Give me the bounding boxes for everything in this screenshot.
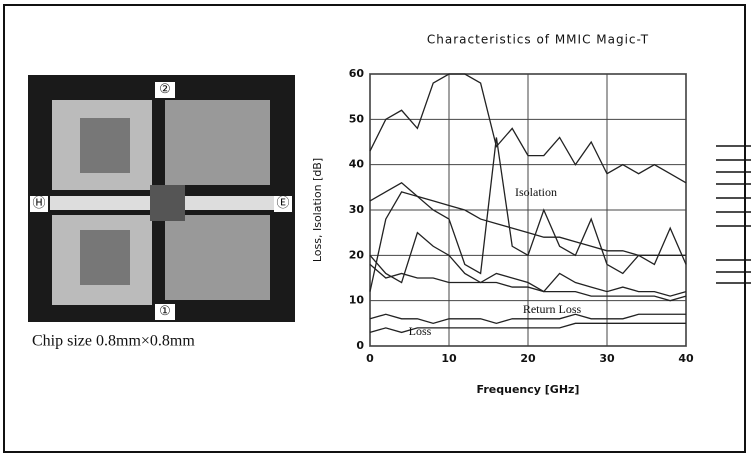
x-tick-label: 20	[520, 352, 536, 365]
y-tick-label: 0	[356, 339, 364, 352]
port-label: Ⓔ	[276, 195, 289, 210]
x-axis-label: Frequency [GHz]	[477, 383, 580, 396]
y-tick-label: 20	[349, 248, 365, 261]
y-tick-label: 50	[349, 112, 365, 125]
y-tick-label: 60	[349, 67, 365, 80]
chip-caption: Chip size 0.8mm×0.8mm	[32, 333, 195, 350]
chip-photo	[28, 75, 295, 322]
data-line	[369, 231, 687, 297]
x-tick-label: 10	[441, 352, 457, 365]
annotation: Return Loss	[523, 302, 582, 316]
y-tick-label: 10	[349, 294, 365, 307]
x-tick-label: 30	[599, 352, 615, 365]
data-line	[369, 263, 687, 302]
chart-title: Characteristics of MMIC Magic-T	[427, 33, 649, 47]
y-tick-label: 30	[349, 203, 365, 216]
data-line	[369, 322, 686, 334]
port-label: ①	[159, 303, 171, 318]
x-tick-label: 40	[678, 352, 694, 365]
data-line	[369, 313, 686, 325]
data-line	[369, 137, 687, 292]
annotation: Isolation	[515, 185, 557, 199]
data-line	[369, 73, 687, 184]
y-axis-label: Loss, Isolation [dB]	[311, 158, 324, 262]
port-label: ②	[159, 81, 171, 96]
frame	[3, 4, 746, 453]
data-line	[369, 182, 686, 256]
side-dashes	[716, 145, 751, 284]
y-tick-label: 40	[349, 158, 365, 171]
x-tick-label: 0	[366, 352, 374, 365]
port-label: Ⓗ	[32, 195, 45, 210]
annotation: Loss	[409, 324, 432, 338]
